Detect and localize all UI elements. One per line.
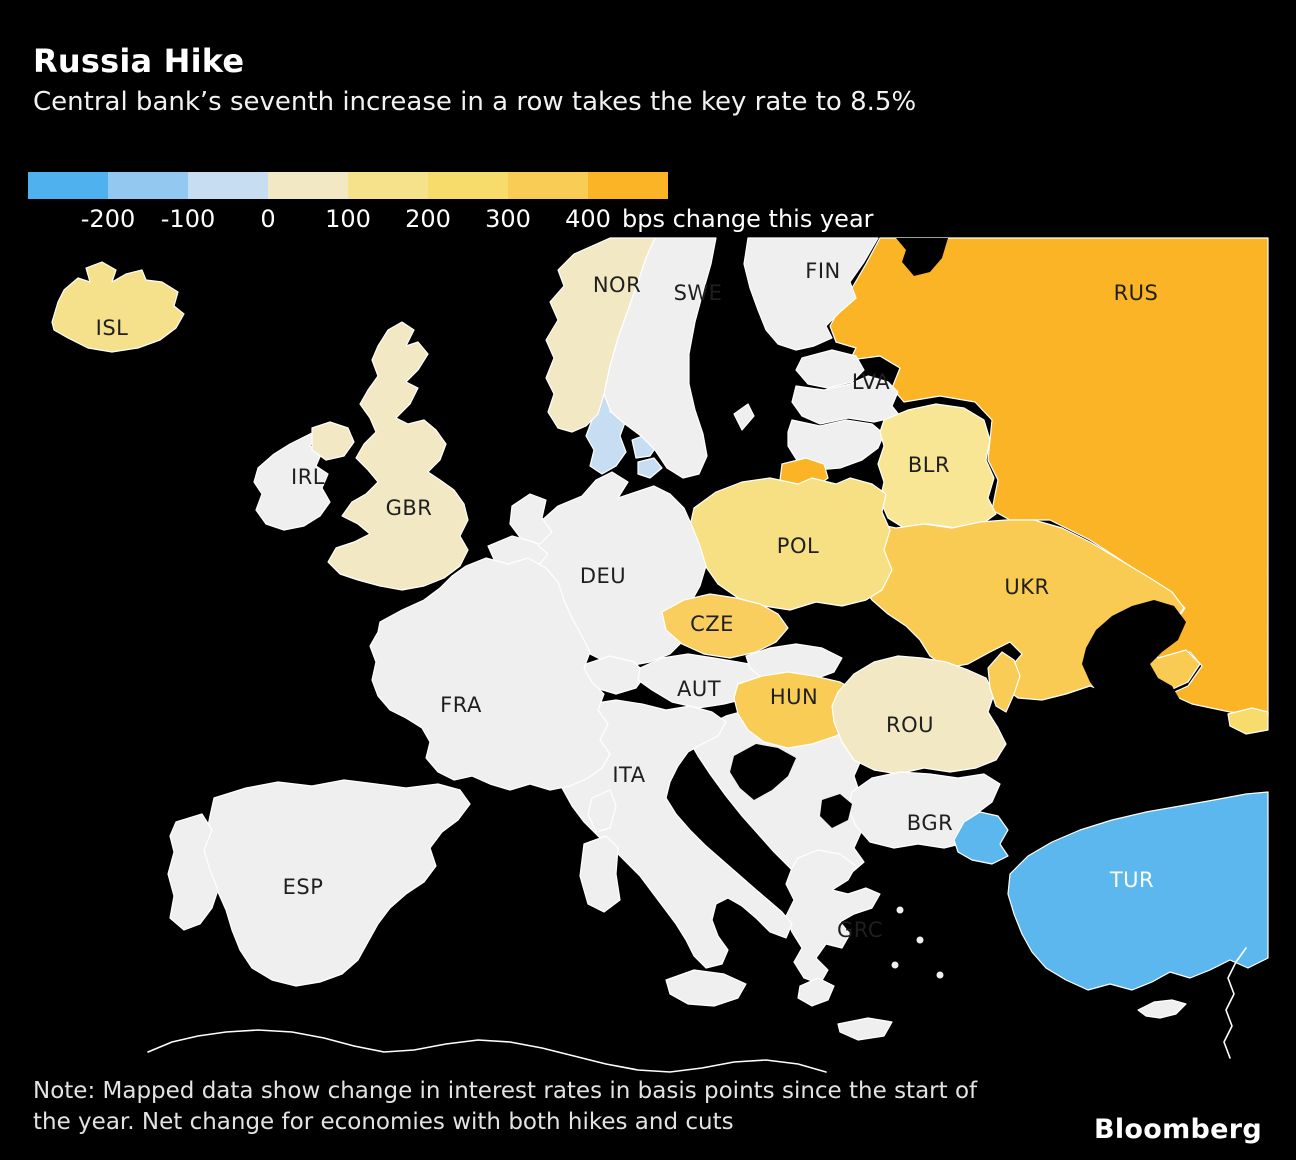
legend-tick-300: 300	[485, 205, 531, 233]
country-svk	[745, 643, 843, 683]
footnote-line1: Note: Mapped data show change in interes…	[33, 1078, 978, 1104]
country-tur1	[953, 811, 1009, 865]
legend-segment-4	[348, 172, 428, 199]
country-whitesea	[896, 238, 948, 276]
legend-tick-labels: -200 -100 0 100 200 300 400	[0, 205, 1296, 235]
country-irl	[253, 429, 331, 531]
country-got	[733, 403, 755, 431]
legend-segment-7	[588, 172, 668, 199]
page-title: Russia Hike	[33, 42, 245, 80]
country-label-fra: FRA	[440, 693, 482, 717]
country-sar	[579, 835, 621, 913]
country-mda	[987, 651, 1021, 713]
country-label-fin: FIN	[805, 259, 840, 283]
country-rus	[829, 237, 1269, 717]
legend-segment-0	[28, 172, 108, 199]
legend-color-scale	[28, 172, 668, 199]
country-label-pol: POL	[777, 534, 819, 558]
legend-tick--100: -100	[160, 205, 216, 233]
footnote-line2: the year. Net change for economies with …	[33, 1109, 734, 1135]
country-geo	[1227, 707, 1269, 735]
country-azov	[1082, 600, 1186, 714]
country-pol	[689, 477, 893, 611]
country-label-swe: SWE	[674, 281, 723, 305]
legend-tick-0: 0	[260, 205, 276, 233]
country-label-blr: BLR	[908, 453, 950, 477]
country-label-aut: AUT	[677, 677, 721, 701]
country-fin	[743, 237, 879, 351]
country-label-rus: RUS	[1114, 281, 1159, 305]
chart-subtitle: Central bank’s seventh increase in a row…	[33, 87, 917, 117]
country-label-cze: CZE	[690, 612, 734, 636]
country-fra	[369, 557, 611, 791]
legend-segment-2	[188, 172, 268, 199]
country-gbr	[327, 321, 469, 591]
country-crete	[837, 1017, 893, 1041]
country-kos	[820, 794, 852, 828]
country-isl	[51, 261, 185, 353]
aegean-island-3	[936, 971, 944, 979]
country-cze	[661, 593, 789, 659]
country-pelop	[797, 977, 835, 1007]
aegean-island-2	[891, 961, 899, 969]
legend-tick-200: 200	[405, 205, 451, 233]
country-est	[795, 349, 865, 389]
legend-segment-1	[108, 172, 188, 199]
country-label-rou: ROU	[886, 713, 934, 737]
country-prt	[167, 813, 219, 931]
country-cor	[587, 789, 617, 833]
country-label-esp: ESP	[283, 875, 324, 899]
legend-tick-400: 400	[565, 205, 611, 233]
country-tur2	[1007, 791, 1269, 991]
country-dnki2	[637, 457, 663, 479]
country-cyp	[1137, 999, 1187, 1019]
africa-coastline	[147, 1029, 827, 1073]
country-label-tur: TUR	[1109, 868, 1154, 892]
country-lva	[791, 375, 901, 425]
country-label-grc: GRC	[837, 918, 883, 942]
footnote: Note: Mapped data show change in interes…	[33, 1076, 1093, 1138]
country-label-isl: ISL	[96, 316, 129, 340]
bloomberg-logo: Bloomberg	[1093, 1114, 1262, 1145]
country-swe	[603, 237, 717, 479]
legend-tick--200: -200	[80, 205, 136, 233]
country-nld	[509, 493, 553, 545]
aegean-island-1	[916, 936, 924, 944]
country-label-lva: LVA	[852, 370, 890, 394]
legend-tick-100: 100	[325, 205, 371, 233]
legend-unit-label: bps change this year	[622, 205, 874, 233]
country-esp	[201, 779, 471, 987]
country-nir	[311, 421, 355, 461]
levant-coastline	[1223, 947, 1247, 1059]
legend-segment-6	[508, 172, 588, 199]
country-sic	[665, 969, 747, 1007]
country-label-bgr: BGR	[907, 811, 953, 835]
legend-segment-5	[428, 172, 508, 199]
country-label-ukr: UKR	[1004, 575, 1049, 599]
legend-segment-3	[268, 172, 348, 199]
country-ltu	[787, 419, 885, 471]
country-rou	[831, 655, 1007, 775]
country-label-irl: IRL	[291, 465, 325, 489]
country-label-ita: ITA	[612, 763, 645, 787]
country-ita	[547, 699, 793, 969]
aegean-island-0	[896, 906, 904, 914]
country-label-deu: DEU	[580, 564, 626, 588]
country-label-hun: HUN	[770, 685, 818, 709]
country-label-nor: NOR	[593, 273, 641, 297]
country-bih	[730, 744, 796, 800]
country-label-gbr: GBR	[386, 496, 433, 520]
